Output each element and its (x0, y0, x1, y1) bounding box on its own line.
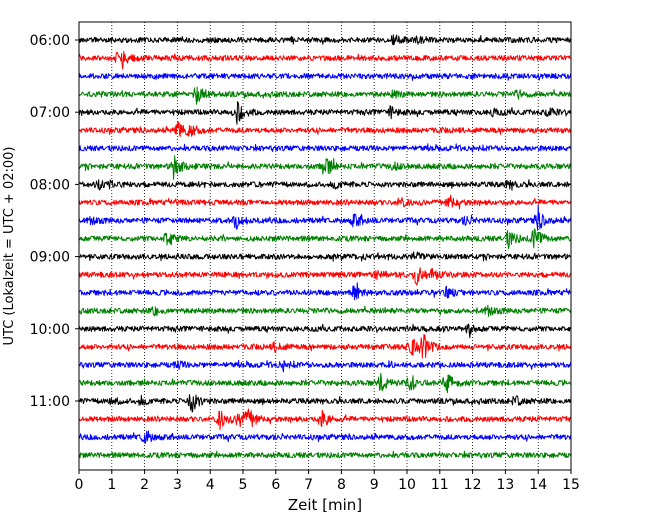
y-tick-label: 11:00 (30, 394, 70, 410)
x-axis-label: Zeit [min] (288, 496, 362, 514)
x-tick-label: 11 (431, 477, 449, 493)
seismic-trace-0559 (78, 34, 572, 46)
seismic-trace-0744 (78, 155, 572, 180)
y-axis-label: UTC (Lokalzeit = UTC + 02:00) (2, 147, 17, 346)
x-tick-label: 7 (304, 477, 313, 493)
y-tick-label: 08:00 (30, 177, 70, 193)
x-tick-label: 5 (239, 477, 248, 493)
y-tick-label: 07:00 (30, 105, 70, 121)
x-tick-label: 8 (337, 477, 346, 493)
x-tick-label: 1 (107, 477, 116, 493)
seismic-trace-0644 (78, 86, 572, 105)
plot-frame (78, 21, 572, 471)
seismic-trace-1144 (78, 450, 572, 459)
seismic-trace-0929 (78, 282, 572, 301)
seismic-trace-0659 (78, 101, 572, 125)
y-tick-label: 06:00 (30, 33, 70, 49)
x-tick-label: 9 (370, 477, 379, 493)
seismic-trace-0714 (78, 120, 572, 138)
seismic-trace-0914 (78, 267, 572, 286)
x-tick-label: 3 (173, 477, 182, 493)
x-tick-label: 14 (529, 477, 547, 493)
y-tick-label: 10:00 (30, 322, 70, 338)
y-tick-label: 09:00 (30, 250, 70, 266)
seismic-trace-0629 (78, 73, 572, 81)
seismic-trace-0944 (78, 304, 572, 318)
seismic-trace-0729 (78, 143, 572, 153)
axis-ticks: 0 1 2 3 4 5 6 7 8 9 10 11 12 13 14 1506:0007:0008:0009:… (30, 33, 580, 493)
x-tick-label: 0 (75, 477, 84, 493)
seismic-trace-0859 (78, 251, 572, 262)
x-tick-label: 4 (206, 477, 215, 493)
x-tick-label: 12 (464, 477, 482, 493)
seismic-trace-1044 (78, 372, 572, 394)
seismic-trace-1129 (78, 430, 572, 445)
seismic-trace-1114 (78, 408, 572, 431)
seismic-trace-1059 (78, 394, 572, 413)
seismic-trace-0814 (78, 194, 572, 210)
seismic-trace-0959 (78, 323, 572, 339)
x-tick-label: 6 (271, 477, 280, 493)
seismic-trace-0759 (78, 179, 572, 191)
x-tick-label: 10 (398, 477, 416, 493)
seismic-trace-0829 (78, 204, 572, 231)
seismic-trace-0614 (78, 50, 572, 70)
seismic-trace-0844 (78, 228, 572, 250)
seismic-trace-1029 (78, 359, 572, 373)
x-tick-label: 15 (562, 477, 580, 493)
x-tick-label: 13 (496, 477, 514, 493)
seismic-traces (78, 34, 572, 459)
seismic-trace-1014 (78, 333, 572, 359)
x-tick-label: 2 (140, 477, 149, 493)
